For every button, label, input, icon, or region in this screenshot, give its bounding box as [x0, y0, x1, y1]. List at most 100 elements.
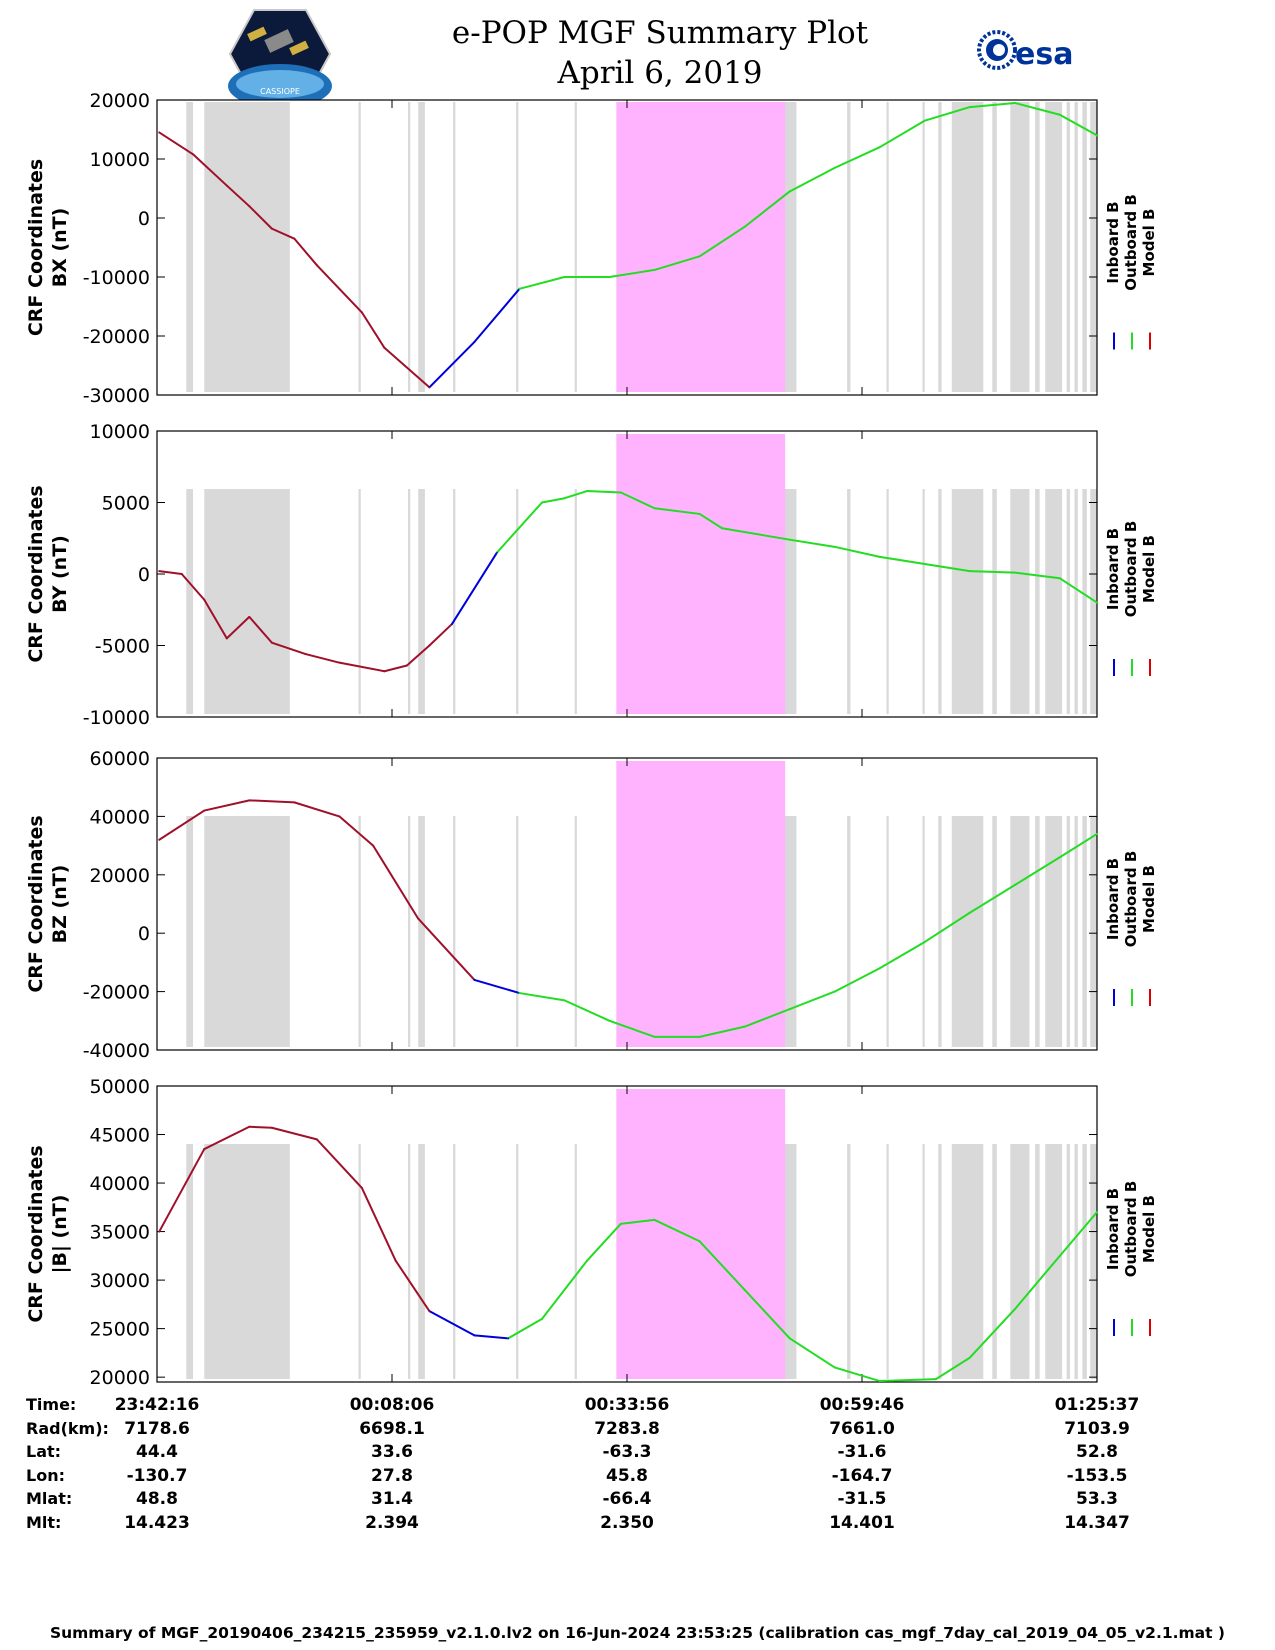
gap-shade: [186, 1144, 194, 1379]
data-point: [1059, 856, 1061, 859]
legend-label: Outboard B: [1122, 851, 1140, 948]
ephemeris-value: -153.5: [1066, 1465, 1128, 1486]
data-point: [788, 1337, 791, 1340]
gap-shade: [1035, 816, 1040, 1047]
y-tick-label: -10000: [83, 267, 150, 289]
gap-shade: [922, 816, 925, 1047]
data-point: [833, 990, 836, 993]
gap-shade: [1010, 1144, 1030, 1379]
ephemeris-value: 2.394: [365, 1512, 419, 1533]
ephemeris-value: 27.8: [371, 1465, 413, 1486]
highlight-interval: [616, 434, 786, 714]
highlight-interval: [616, 102, 786, 392]
gap-shade: [453, 1144, 456, 1379]
data-point: [620, 491, 622, 494]
data-point: [1014, 1308, 1016, 1311]
data-segment: [315, 1138, 363, 1189]
gap-shade: [204, 816, 290, 1047]
gap-shade: [886, 489, 889, 714]
data-segment: [743, 190, 791, 228]
legend-label: Outboard B: [1122, 194, 1140, 291]
y-tick-label: 10000: [90, 421, 150, 443]
data-segment: [586, 1222, 622, 1262]
data-point: [878, 146, 881, 148]
data-segment: [935, 1356, 971, 1381]
ephemeris-value: 31.4: [371, 1489, 413, 1509]
ephemeris-value: 7178.6: [124, 1418, 190, 1439]
legend-label: Inboard B: [1104, 858, 1122, 940]
gap-shade: [922, 1144, 925, 1379]
gap-shade: [847, 102, 851, 392]
mgf-summary-chart: 20000 10000 0 -10000 -20000 -30000 CRF Coordin…: [25, 90, 1158, 1389]
gap-shade: [1074, 1144, 1078, 1379]
gap-shade: [418, 489, 425, 714]
gap-shade: [408, 102, 411, 392]
data-segment: [473, 287, 521, 343]
data-point: [428, 386, 431, 389]
y-axis-label: CRF Coordinates: [25, 159, 47, 336]
ephemeris-row-label: Time:: [26, 1395, 77, 1414]
data-point: [338, 661, 341, 664]
gap-shade: [408, 816, 411, 1047]
data-point: [608, 1020, 611, 1022]
data-point: [653, 1219, 656, 1221]
data-point: [698, 513, 701, 515]
ephemeris-value: 53.3: [1076, 1489, 1118, 1509]
y-tick-label: 40000: [90, 1173, 150, 1195]
data-segment: [698, 1025, 746, 1038]
data-point: [788, 190, 791, 193]
ephemeris-row-label: Lon:: [26, 1465, 65, 1485]
y-tick-label: 40000: [90, 806, 150, 828]
data-segment: [293, 237, 318, 267]
gap-shade: [574, 1144, 577, 1379]
data-point: [833, 1366, 836, 1369]
data-point: [406, 664, 408, 667]
data-point: [518, 992, 521, 994]
page-subtitle: April 6, 2019: [557, 55, 763, 91]
legend-label: Outboard B: [1122, 1181, 1140, 1278]
gap-shade: [1074, 489, 1078, 714]
data-point: [428, 1310, 431, 1312]
gap-shade: [574, 489, 577, 714]
data-point: [923, 119, 926, 122]
data-point: [248, 205, 251, 207]
data-point: [1059, 113, 1061, 116]
data-segment: [541, 1259, 589, 1320]
panel-3: 60000 40000 20000 0 -20000 -40000 CRF Coordina…: [25, 748, 1158, 1062]
gap-shade: [1082, 1144, 1087, 1379]
gap-shade: [358, 816, 361, 1047]
data-point: [833, 167, 836, 169]
gap-shade: [516, 489, 519, 714]
data-segment: [225, 184, 251, 208]
y-tick-label: -5000: [95, 636, 150, 658]
data-segment: [450, 551, 498, 626]
data-point: [225, 184, 228, 187]
data-segment: [270, 227, 296, 240]
gap-shade: [1045, 489, 1063, 714]
data-segment: [248, 205, 273, 230]
data-point: [203, 809, 206, 812]
gap-shade: [1074, 816, 1078, 1047]
data-segment: [698, 512, 724, 530]
ephemeris-value: 48.8: [136, 1489, 178, 1509]
y-tick-label: 10000: [90, 149, 150, 171]
data-segment: [338, 661, 386, 673]
ephemeris-value: 44.4: [136, 1442, 178, 1462]
legend-label: Inboard B: [1104, 201, 1122, 283]
data-point: [698, 255, 701, 258]
gap-shade: [408, 1144, 411, 1379]
data-segment: [788, 538, 836, 548]
gap-shade: [1066, 1144, 1070, 1379]
data-segment: [968, 570, 1016, 574]
ephemeris-value: 6698.1: [359, 1418, 425, 1439]
data-segment: [743, 1288, 791, 1340]
data-point: [158, 570, 161, 572]
data-point: [923, 563, 926, 565]
data-point: [1059, 577, 1061, 580]
data-segment: [428, 623, 453, 647]
gap-shade: [358, 489, 361, 714]
data-point: [586, 490, 588, 492]
gap-shade: [1090, 816, 1097, 1047]
y-tick-label: -30000: [83, 385, 150, 407]
data-point: [563, 999, 566, 1002]
